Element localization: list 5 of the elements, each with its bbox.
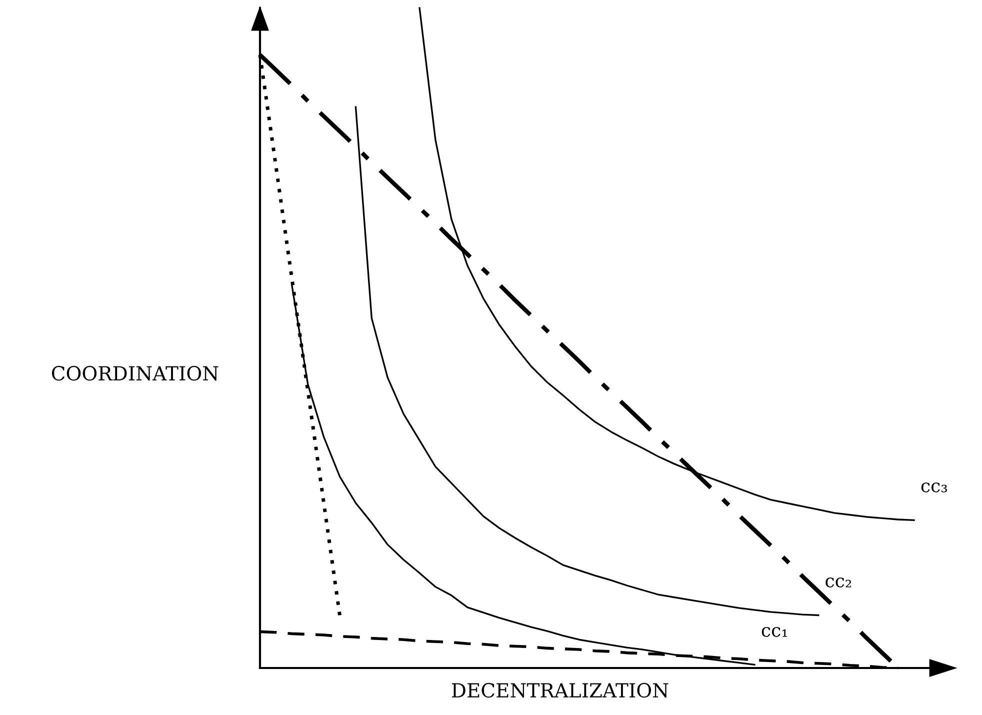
series-label: cc₂ [826,578,852,588]
series-label: cc₃ [921,482,947,492]
x-axis-title: DECENTRALIZATION [452,682,668,698]
series-label: cc₁ [762,627,787,637]
y-axis-title: COORDINATION [52,366,218,381]
